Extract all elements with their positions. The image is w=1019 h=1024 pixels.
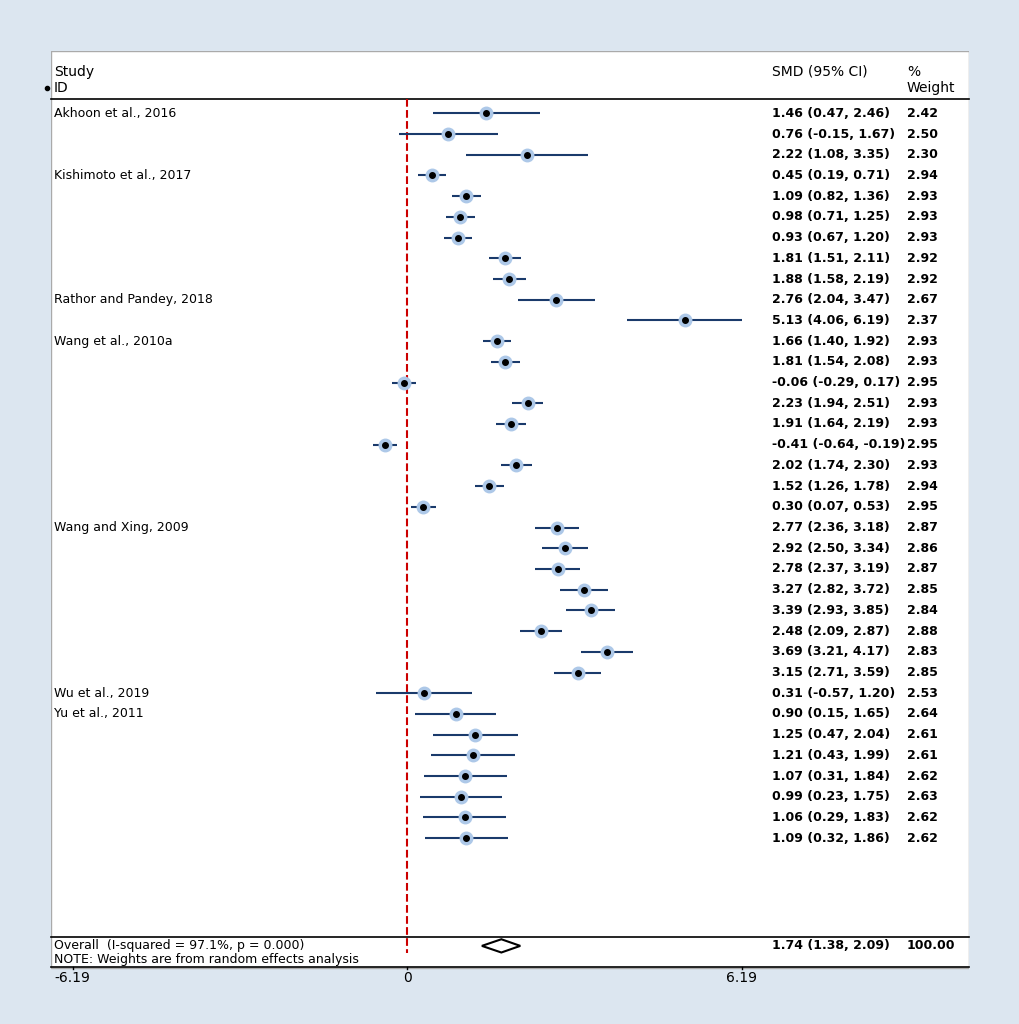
Text: 2.87: 2.87	[906, 562, 936, 575]
Text: 0.90 (0.15, 1.65): 0.90 (0.15, 1.65)	[771, 708, 889, 721]
Text: Yu et al., 2011: Yu et al., 2011	[54, 708, 144, 721]
Text: 1.88 (1.58, 2.19): 1.88 (1.58, 2.19)	[771, 272, 889, 286]
Text: 0.99 (0.23, 1.75): 0.99 (0.23, 1.75)	[771, 791, 889, 803]
Text: 2.93: 2.93	[906, 418, 936, 430]
Text: NOTE: Weights are from random effects analysis: NOTE: Weights are from random effects an…	[54, 953, 359, 966]
Text: 2.93: 2.93	[906, 335, 936, 347]
Text: 1.81 (1.51, 2.11): 1.81 (1.51, 2.11)	[771, 252, 889, 265]
Text: 2.93: 2.93	[906, 189, 936, 203]
Text: -0.06 (-0.29, 0.17): -0.06 (-0.29, 0.17)	[771, 376, 899, 389]
Text: 2.83: 2.83	[906, 645, 936, 658]
Text: 0.76 (-0.15, 1.67): 0.76 (-0.15, 1.67)	[771, 128, 894, 140]
Text: 1.66 (1.40, 1.92): 1.66 (1.40, 1.92)	[771, 335, 889, 347]
Text: 2.23 (1.94, 2.51): 2.23 (1.94, 2.51)	[771, 396, 889, 410]
Text: Overall  (I-squared = 97.1%, p = 0.000): Overall (I-squared = 97.1%, p = 0.000)	[54, 939, 304, 952]
Text: 2.77 (2.36, 3.18): 2.77 (2.36, 3.18)	[771, 521, 889, 535]
Text: Wang and Xing, 2009: Wang and Xing, 2009	[54, 521, 189, 535]
Text: 2.85: 2.85	[906, 583, 936, 596]
Text: 1.06 (0.29, 1.83): 1.06 (0.29, 1.83)	[771, 811, 889, 824]
Text: 2.85: 2.85	[906, 666, 936, 679]
Text: 1.46 (0.47, 2.46): 1.46 (0.47, 2.46)	[771, 106, 889, 120]
Text: 2.95: 2.95	[906, 501, 936, 513]
Text: 2.61: 2.61	[906, 749, 936, 762]
Text: 1.07 (0.31, 1.84): 1.07 (0.31, 1.84)	[771, 770, 889, 782]
Text: 0.30 (0.07, 0.53): 0.30 (0.07, 0.53)	[771, 501, 889, 513]
Text: 2.22 (1.08, 3.35): 2.22 (1.08, 3.35)	[771, 148, 889, 161]
Text: Kishimoto et al., 2017: Kishimoto et al., 2017	[54, 169, 191, 182]
Text: Wang et al., 2010a: Wang et al., 2010a	[54, 335, 172, 347]
Text: 2.93: 2.93	[906, 210, 936, 223]
Text: 1.91 (1.64, 2.19): 1.91 (1.64, 2.19)	[771, 418, 889, 430]
Text: 2.95: 2.95	[906, 438, 936, 452]
Text: 100.00: 100.00	[906, 939, 955, 952]
Text: 2.86: 2.86	[906, 542, 936, 555]
Text: 2.93: 2.93	[906, 459, 936, 472]
Text: 0.31 (-0.57, 1.20): 0.31 (-0.57, 1.20)	[771, 687, 894, 699]
Text: 2.93: 2.93	[906, 355, 936, 369]
Text: 2.87: 2.87	[906, 521, 936, 535]
Text: 2.64: 2.64	[906, 708, 936, 721]
Text: 3.27 (2.82, 3.72): 3.27 (2.82, 3.72)	[771, 583, 889, 596]
Text: 2.53: 2.53	[906, 687, 936, 699]
Text: 2.95: 2.95	[906, 376, 936, 389]
Text: 2.63: 2.63	[906, 791, 936, 803]
Text: 2.94: 2.94	[906, 169, 936, 182]
Text: 0: 0	[403, 971, 412, 985]
Text: 2.76 (2.04, 3.47): 2.76 (2.04, 3.47)	[771, 293, 889, 306]
Text: 1.81 (1.54, 2.08): 1.81 (1.54, 2.08)	[771, 355, 889, 369]
Text: 0.98 (0.71, 1.25): 0.98 (0.71, 1.25)	[771, 210, 889, 223]
Text: 2.94: 2.94	[906, 479, 936, 493]
Text: SMD (95% CI): SMD (95% CI)	[771, 65, 866, 79]
Text: 3.39 (2.93, 3.85): 3.39 (2.93, 3.85)	[771, 604, 889, 616]
Text: Rathor and Pandey, 2018: Rathor and Pandey, 2018	[54, 293, 212, 306]
Text: 2.78 (2.37, 3.19): 2.78 (2.37, 3.19)	[771, 562, 889, 575]
Text: 1.09 (0.32, 1.86): 1.09 (0.32, 1.86)	[771, 831, 889, 845]
Text: 1.52 (1.26, 1.78): 1.52 (1.26, 1.78)	[771, 479, 889, 493]
Text: 2.62: 2.62	[906, 831, 936, 845]
Text: %: %	[906, 65, 919, 79]
Text: 2.62: 2.62	[906, 770, 936, 782]
Text: 6.19: 6.19	[726, 971, 757, 985]
Text: 3.69 (3.21, 4.17): 3.69 (3.21, 4.17)	[771, 645, 889, 658]
Text: 2.88: 2.88	[906, 625, 936, 638]
Text: 3.15 (2.71, 3.59): 3.15 (2.71, 3.59)	[771, 666, 889, 679]
Text: Wu et al., 2019: Wu et al., 2019	[54, 687, 149, 699]
Text: 1.21 (0.43, 1.99): 1.21 (0.43, 1.99)	[771, 749, 889, 762]
Text: Weight: Weight	[906, 82, 955, 95]
Text: 0.45 (0.19, 0.71): 0.45 (0.19, 0.71)	[771, 169, 889, 182]
Polygon shape	[481, 939, 520, 952]
Text: 2.61: 2.61	[906, 728, 936, 741]
Text: -6.19: -6.19	[55, 971, 91, 985]
Text: 2.50: 2.50	[906, 128, 936, 140]
Text: Study: Study	[54, 65, 94, 79]
Text: 2.48 (2.09, 2.87): 2.48 (2.09, 2.87)	[771, 625, 889, 638]
Text: 1.25 (0.47, 2.04): 1.25 (0.47, 2.04)	[771, 728, 889, 741]
Text: 2.37: 2.37	[906, 314, 936, 327]
Text: 1.09 (0.82, 1.36): 1.09 (0.82, 1.36)	[771, 189, 889, 203]
Text: 2.93: 2.93	[906, 396, 936, 410]
Text: 2.02 (1.74, 2.30): 2.02 (1.74, 2.30)	[771, 459, 889, 472]
Text: 2.92 (2.50, 3.34): 2.92 (2.50, 3.34)	[771, 542, 889, 555]
Text: 5.13 (4.06, 6.19): 5.13 (4.06, 6.19)	[771, 314, 889, 327]
Text: 2.84: 2.84	[906, 604, 936, 616]
Text: Akhoon et al., 2016: Akhoon et al., 2016	[54, 106, 176, 120]
Text: 2.30: 2.30	[906, 148, 936, 161]
Text: -0.41 (-0.64, -0.19): -0.41 (-0.64, -0.19)	[771, 438, 904, 452]
Text: 2.92: 2.92	[906, 252, 936, 265]
Text: 1.74 (1.38, 2.09): 1.74 (1.38, 2.09)	[771, 939, 889, 952]
Text: ID: ID	[54, 82, 68, 95]
Text: 2.67: 2.67	[906, 293, 936, 306]
Text: 2.92: 2.92	[906, 272, 936, 286]
Text: 0.93 (0.67, 1.20): 0.93 (0.67, 1.20)	[771, 231, 889, 244]
Text: 2.42: 2.42	[906, 106, 936, 120]
Text: 2.62: 2.62	[906, 811, 936, 824]
Text: 2.93: 2.93	[906, 231, 936, 244]
